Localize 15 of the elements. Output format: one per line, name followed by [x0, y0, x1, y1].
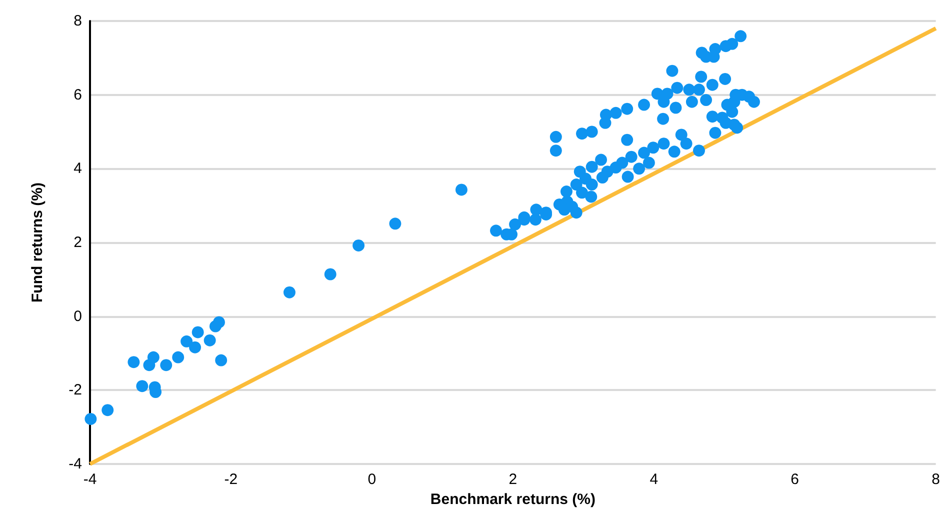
x-tick-label: -2	[224, 471, 238, 488]
x-tick-label: 0	[368, 471, 376, 488]
y-tick-label: 4	[74, 160, 82, 178]
x-tick-label: 6	[790, 471, 800, 488]
y-tick-label: 8	[74, 12, 82, 30]
y-tick-label: -2	[68, 382, 82, 399]
y-tick-label: 6	[74, 86, 82, 104]
y-tick-label: -4	[68, 456, 82, 472]
x-tick-label: 2	[508, 471, 518, 488]
y-axis-title: Fund returns (%)	[29, 182, 46, 302]
x-tick-label: 8	[932, 471, 940, 488]
x-tick-label: 4	[650, 471, 658, 488]
y-tick-label: 2	[74, 234, 82, 251]
y-tick-label: 0	[74, 308, 82, 325]
x-axis-title: Benchmark returns (%)	[430, 490, 596, 508]
